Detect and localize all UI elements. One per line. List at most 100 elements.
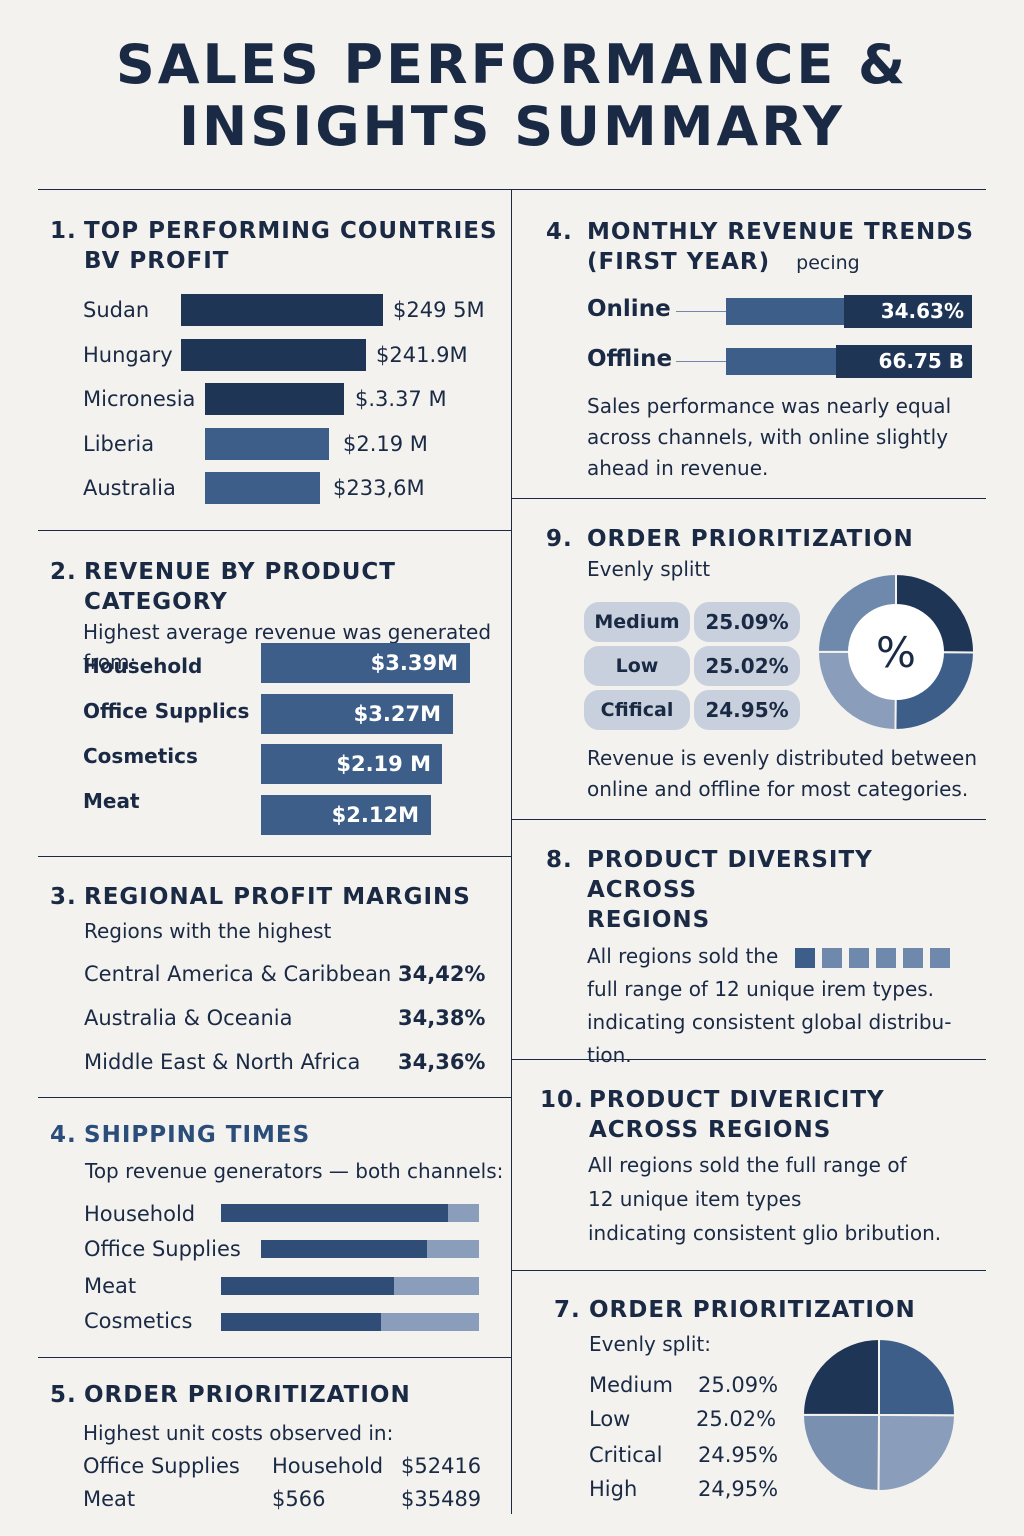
channel-bar (844, 295, 972, 328)
square-icon (821, 947, 842, 968)
note-line: Sales performance was nearly equal (587, 394, 952, 418)
country-value: $233,6M (333, 476, 425, 500)
country-value: $241.9M (376, 343, 468, 367)
section-number: 1. (50, 218, 77, 244)
priority-value-pill: 25.02% (694, 646, 800, 686)
channel-connector (676, 361, 726, 362)
section-shipping-times: 4. SHIPPING TIMES Top revenue generators… (50, 1120, 505, 1345)
section-note: Sales performance was nearly equal acros… (587, 391, 977, 484)
section-heading-aside: pecing (796, 252, 860, 274)
section-heading-text: REVENUE BY PRODUCT CATEGORY (84, 559, 396, 615)
section-heading-text: ORDER PRIORITIZATION (84, 1382, 411, 1408)
channel-connector (676, 311, 726, 312)
priority-pill: Low (584, 646, 690, 686)
section-number: 4. (546, 219, 573, 245)
section-note: Revenue is evenly distributed between on… (587, 743, 982, 805)
section-heading: 1. TOP PERFORMING COUNTRIES BV PROFIT (50, 216, 505, 276)
channel-label: Offline (587, 346, 673, 372)
section-subtitle-line-1: Highest average revenue was generated (83, 620, 492, 644)
country-bar (205, 472, 320, 504)
column-divider (511, 190, 512, 1514)
priority-label: Low (589, 1407, 631, 1431)
country-label: Australia (83, 476, 176, 500)
priority-pie-chart (801, 1337, 957, 1493)
section-heading-line-2: ACROSS REGIONS (589, 1117, 832, 1143)
shipping-track (261, 1240, 479, 1258)
divider-right-3 (512, 1059, 986, 1060)
section-heading: 4. SHIPPING TIMES (50, 1120, 505, 1150)
divider-right-1 (512, 498, 986, 499)
region-value: 34,38% (398, 1006, 486, 1030)
section-product-diversity-regions: 10. PRODUCT DIVERICITY ACROSS REGIONS Al… (540, 1085, 981, 1260)
category-value: $2.12M (331, 803, 419, 827)
region-label: Middle East & North Africa (84, 1050, 361, 1074)
page-title: SALES PERFORMANCE & INSIGHTS SUMMARY (0, 34, 1024, 158)
section-heading: 5. ORDER PRIORITIZATION (50, 1380, 505, 1410)
section-heading-text: PRODUCT DIVERICITY ACROSS REGIONS (589, 1085, 885, 1145)
section-heading: 8. PRODUCT DIVERSITY ACROSS REGIONS (546, 845, 981, 935)
section-heading-line-1: MONTHLY REVENUE TRENDS (587, 219, 974, 245)
priority-label: High (589, 1477, 638, 1501)
cost-cell: $52416 (401, 1454, 482, 1478)
section-subtitle: Evenly split: (589, 1332, 712, 1356)
priority-value-pill: 25.09% (694, 602, 800, 642)
section-body: All regions sold the full range of 12 un… (546, 940, 981, 1072)
cost-cell: Meat (83, 1487, 136, 1511)
shipping-track (221, 1313, 479, 1331)
shipping-fill (221, 1204, 449, 1222)
donut-hole (848, 604, 944, 700)
region-label: Australia & Oceania (84, 1006, 293, 1030)
section-subtitle: Top revenue generators — both channels: (85, 1159, 504, 1183)
priority-value: 25.02% (696, 1407, 777, 1431)
section-top-countries: 1. TOP PERFORMING COUNTRIES BV PROFIT Su… (50, 216, 505, 516)
section-subtitle: Regions with the highest (84, 919, 332, 943)
category-bar (261, 694, 453, 734)
section-number: 8. (546, 847, 573, 873)
shipping-track (221, 1277, 479, 1295)
shipping-label: Cosmetics (84, 1309, 193, 1333)
note-line: ahead in revenue. (587, 456, 769, 480)
section-heading-text: ORDER PRIORITIZATION (589, 1297, 916, 1323)
priority-donut-chart: % (816, 572, 976, 732)
section-heading: 3. REGIONAL PROFIT MARGINS (50, 882, 505, 912)
cost-cell: $35489 (401, 1487, 482, 1511)
section-subtitle: Highest unit costs observed in: (83, 1421, 394, 1445)
body-line: indicating consistent global distribu- (587, 1010, 952, 1034)
section-heading-text: TOP PERFORMING COUNTRIES BV PROFIT (84, 216, 498, 276)
country-label: Liberia (83, 432, 155, 456)
section-number: 5. (50, 1382, 77, 1408)
note-line: across channels, with online slightly (587, 425, 949, 449)
square-icon (875, 947, 896, 968)
country-label: Sudan (83, 298, 150, 322)
country-bar (205, 383, 344, 415)
priority-value-pill: 24.95% (694, 690, 800, 730)
channel-bar-light (726, 348, 838, 375)
section-heading-text: SHIPPING TIMES (84, 1122, 311, 1148)
country-bar (205, 428, 329, 460)
section-product-diversity: 8. PRODUCT DIVERSITY ACROSS REGIONS All … (546, 845, 981, 1067)
region-value: 34,36% (398, 1050, 486, 1074)
country-value: $2.19 M (343, 432, 428, 456)
section-heading: 9. ORDER PRIORITIZATION (546, 524, 981, 554)
country-bar (181, 339, 366, 371)
shipping-fill (221, 1277, 394, 1295)
shipping-label: Meat (84, 1274, 137, 1298)
divider-left-1 (38, 530, 511, 531)
divider-right-4 (512, 1270, 986, 1271)
section-heading-line-1: TOP PERFORMING COUNTRIES (84, 218, 498, 244)
section-heading-line-1: PRODUCT DIVERICITY (589, 1087, 885, 1113)
category-label: Cosmetics (83, 744, 198, 768)
item-type-squares (794, 944, 957, 968)
shipping-label: Household (84, 1202, 196, 1226)
section-number: 7. (554, 1297, 581, 1323)
country-label: Micronesia (83, 387, 196, 411)
category-bar (261, 744, 442, 784)
section-number: 4. (50, 1122, 77, 1148)
section-heading-text: ORDER PRIORITIZATION (587, 526, 914, 552)
section-subtitle-line-2: from: (83, 650, 137, 674)
section-heading-line-2: BV PROFIT (84, 248, 230, 274)
category-value: $2.19 M (336, 752, 431, 776)
category-value: $3.39M (370, 651, 458, 675)
section-order-priority-donut: 9. ORDER PRIORITIZATION Evenly splitt Me… (546, 524, 981, 809)
body-line: All regions sold the full range of (588, 1153, 907, 1177)
